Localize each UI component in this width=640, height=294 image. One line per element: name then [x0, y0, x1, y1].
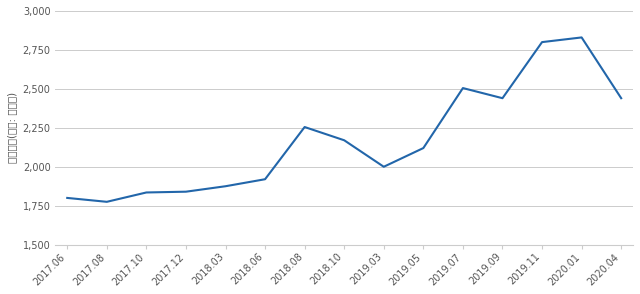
Y-axis label: 거래금액(단위: 백만원): 거래금액(단위: 백만원)	[7, 92, 17, 163]
